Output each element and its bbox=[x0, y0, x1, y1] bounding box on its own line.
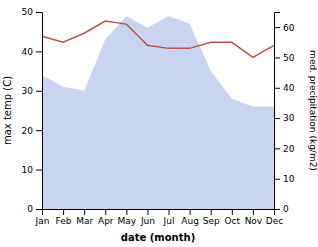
tick: 60 bbox=[274, 23, 295, 33]
tick: Jan bbox=[35, 209, 50, 226]
tick-label: 50 bbox=[22, 7, 34, 17]
tick: May bbox=[118, 209, 137, 226]
tick-label: 60 bbox=[283, 23, 295, 33]
x-axis: Jan Feb Mar Apr MayJun Jul Aug Sep Oct NovDec bbox=[35, 209, 284, 226]
tick-mark bbox=[274, 179, 280, 180]
tick: Apr bbox=[98, 209, 114, 226]
tick-mark bbox=[253, 209, 254, 215]
axis-line bbox=[43, 210, 275, 216]
tick: 10 bbox=[22, 165, 42, 175]
tick-label: Jul bbox=[163, 216, 175, 226]
tick-label: 10 bbox=[22, 165, 34, 175]
tick-mark bbox=[274, 148, 280, 149]
tick-label: 10 bbox=[283, 174, 295, 184]
tick-mark bbox=[274, 88, 280, 89]
tick-mark bbox=[36, 12, 42, 13]
tick: 20 bbox=[22, 126, 42, 136]
x-axis-title: date (month) bbox=[121, 232, 195, 243]
y-axis: 0 10 20 30 40 50 bbox=[22, 7, 43, 214]
tick: 30 bbox=[274, 113, 295, 123]
tick-mark bbox=[211, 209, 212, 215]
y2-axis: 0 10 20 30 40 50 60 bbox=[274, 13, 295, 215]
tick-mark bbox=[36, 130, 42, 131]
tick-label: Jan bbox=[35, 216, 50, 226]
tick: 20 bbox=[274, 144, 295, 154]
tick: 0 bbox=[274, 204, 289, 214]
tick: Nov bbox=[245, 209, 263, 226]
tick-label: 30 bbox=[22, 86, 34, 96]
tick: Sep bbox=[203, 209, 220, 226]
marks bbox=[42, 16, 274, 209]
tick-mark bbox=[105, 209, 106, 215]
tick-label: 20 bbox=[22, 126, 34, 136]
tick: Jul bbox=[163, 209, 175, 226]
tick: 10 bbox=[274, 174, 295, 184]
tick-mark bbox=[36, 209, 42, 210]
tick-label: 50 bbox=[283, 53, 295, 63]
tick-label: May bbox=[118, 216, 137, 226]
tick: 40 bbox=[274, 83, 295, 93]
tick-mark bbox=[232, 209, 233, 215]
tick: Jun bbox=[140, 209, 155, 226]
tick-label: Oct bbox=[225, 216, 241, 226]
tick-label: 40 bbox=[283, 83, 295, 93]
plot: JanFebMarAprMayJunJulAugSepOctNovDec0102… bbox=[22, 7, 295, 226]
tick-mark bbox=[126, 209, 127, 215]
tick-mark bbox=[36, 170, 42, 171]
tick: 0 bbox=[27, 204, 42, 214]
tick: Mar bbox=[76, 209, 93, 226]
tick: 50 bbox=[274, 53, 295, 63]
tick-mark bbox=[169, 209, 170, 215]
tick-label: Sep bbox=[203, 216, 220, 226]
y2-axis-title: med. precipitation (kg/m2) bbox=[308, 50, 318, 171]
tick-label: Apr bbox=[98, 216, 114, 226]
tick-label: Mar bbox=[76, 216, 93, 226]
tick-mark bbox=[274, 57, 280, 58]
tick-mark bbox=[274, 209, 280, 210]
tick-mark bbox=[147, 209, 148, 215]
tick: 50 bbox=[22, 7, 42, 17]
tick-label: 0 bbox=[27, 204, 33, 214]
tick-mark bbox=[274, 27, 280, 28]
tick-label: 20 bbox=[283, 144, 295, 154]
tick-mark bbox=[36, 91, 42, 92]
tick-mark bbox=[84, 209, 85, 215]
tick-label: Aug bbox=[181, 216, 199, 226]
line bbox=[42, 21, 274, 57]
tick: Dec bbox=[266, 209, 283, 226]
tick-mark bbox=[63, 209, 64, 215]
tick: 30 bbox=[22, 86, 42, 96]
tick: Feb bbox=[56, 209, 72, 226]
tick-label: Nov bbox=[245, 216, 263, 226]
tick-mark bbox=[190, 209, 191, 215]
y-axis-title: max temp (C) bbox=[2, 76, 13, 145]
tick: Oct bbox=[225, 209, 241, 226]
tick-label: 0 bbox=[283, 204, 289, 214]
tick: Aug bbox=[181, 209, 199, 226]
tick-mark bbox=[36, 51, 42, 52]
tick-label: 40 bbox=[22, 47, 34, 57]
axis-line bbox=[275, 13, 281, 210]
chart: JanFebMarAprMayJunJulAugSepOctNovDec0102… bbox=[0, 0, 318, 247]
tick-label: Jun bbox=[140, 216, 155, 226]
tick-label: 30 bbox=[283, 113, 295, 123]
tick-label: Feb bbox=[56, 216, 72, 226]
area bbox=[42, 16, 274, 209]
tick-label: Dec bbox=[266, 216, 283, 226]
tick: 40 bbox=[22, 47, 42, 57]
tick-mark bbox=[274, 118, 280, 119]
axis-line bbox=[36, 13, 43, 210]
